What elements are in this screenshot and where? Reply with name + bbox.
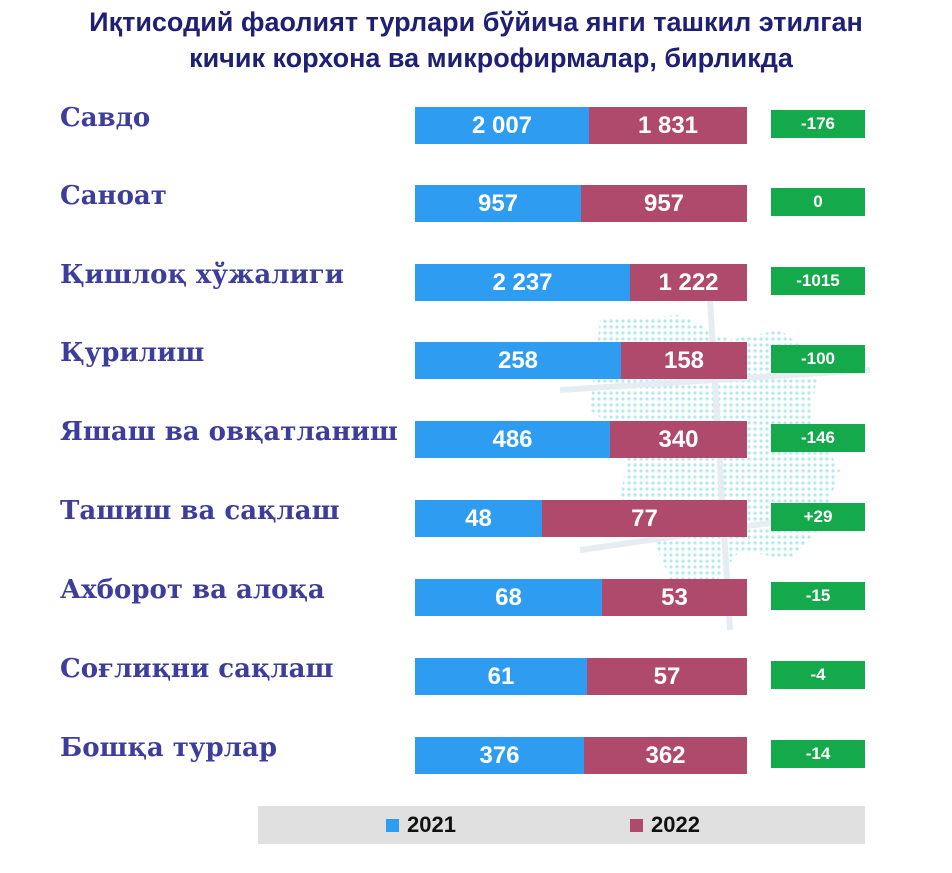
- bar-2022: 957: [581, 185, 747, 222]
- bar-2022: 340: [610, 421, 747, 458]
- category-label: Қишлоқ хўжалиги: [60, 260, 344, 290]
- bar-2022: 57: [587, 658, 747, 695]
- difference-badge: -176: [771, 110, 865, 138]
- chart-title: Иқтисодий фаолият турлари бўйича янги та…: [0, 4, 952, 76]
- bar-2021: 2 237: [415, 264, 630, 301]
- difference-badge: -146: [771, 424, 865, 452]
- title-line-1: Иқтисодий фаолият турлари бўйича янги та…: [89, 7, 863, 37]
- category-label: Савдо: [60, 103, 151, 133]
- difference-badge: -15: [771, 582, 865, 610]
- legend-label-2022: 2022: [651, 812, 700, 837]
- legend-item-2022: 2022: [630, 812, 700, 838]
- bar-2022: 362: [584, 737, 747, 774]
- bar-2022: 158: [621, 342, 747, 379]
- category-label: Бошқа турлар: [60, 733, 278, 763]
- legend-swatch-2021: [386, 818, 399, 832]
- category-label: Яшаш ва овқатланиш: [60, 417, 398, 447]
- bar-2021: 2 007: [415, 107, 589, 144]
- legend: 2021 2022: [258, 806, 865, 844]
- difference-badge: -1015: [771, 267, 865, 295]
- bar-2021: 486: [415, 421, 610, 458]
- bar-2022: 77: [542, 500, 747, 537]
- bar-2022: 1 831: [589, 107, 747, 144]
- bar-2021: 61: [415, 658, 587, 695]
- title-line-2: кичик корхона ва микрофирмалар, бирликда: [189, 43, 793, 73]
- bar-2022: 1 222: [630, 264, 747, 301]
- legend-label-2021: 2021: [407, 812, 456, 837]
- category-label: Саноат: [60, 181, 167, 211]
- bar-2022: 53: [602, 579, 747, 616]
- category-label: Қурилиш: [60, 338, 205, 368]
- bar-2021: 376: [415, 737, 584, 774]
- bar-2021: 258: [415, 342, 621, 379]
- difference-badge: -14: [771, 740, 865, 768]
- bar-2021: 48: [415, 500, 542, 537]
- category-label: Соғлиқни сақлаш: [60, 654, 334, 684]
- category-label: Ахборот ва алоқа: [60, 575, 325, 605]
- bar-2021: 68: [415, 579, 602, 616]
- bar-2021: 957: [415, 185, 581, 222]
- legend-item-2021: 2021: [386, 812, 456, 838]
- difference-badge: -100: [771, 345, 865, 373]
- difference-badge: 0: [771, 188, 865, 216]
- category-label: Ташиш ва сақлаш: [60, 496, 340, 526]
- legend-swatch-2022: [630, 818, 643, 832]
- difference-badge: +29: [771, 503, 865, 531]
- difference-badge: -4: [771, 661, 865, 689]
